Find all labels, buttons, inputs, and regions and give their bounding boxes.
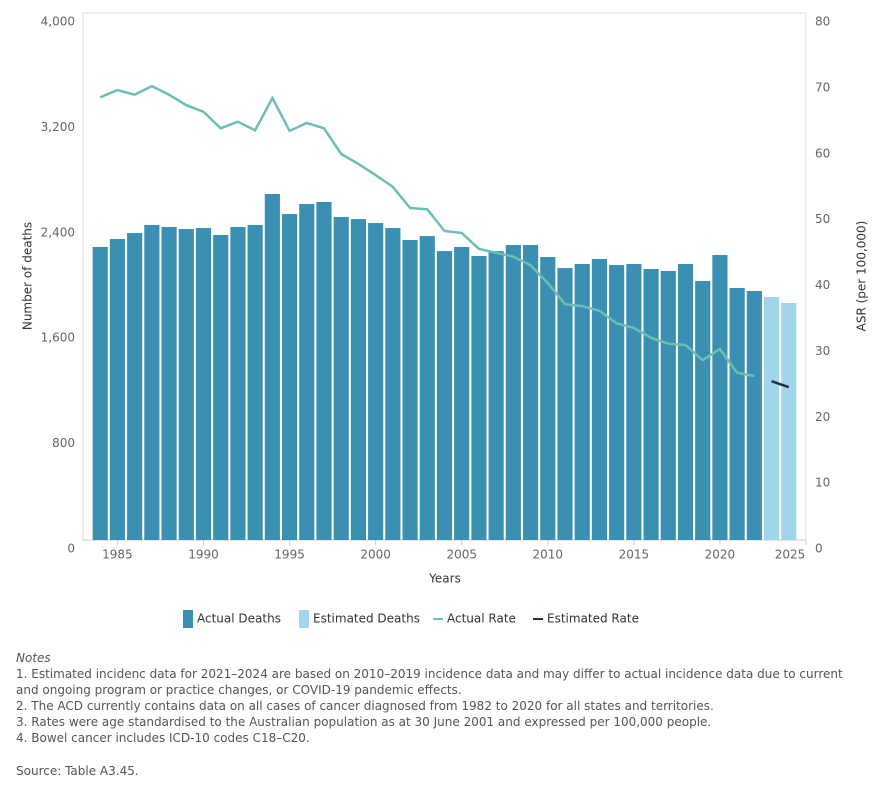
y-tick-label: 800: [52, 436, 75, 450]
chart: Years Number of deaths ASR (per 100,000)…: [21, 12, 869, 628]
bar: [92, 246, 108, 540]
bar: [195, 228, 212, 541]
line: [99, 84, 755, 378]
y2-tick-label: 30: [815, 344, 830, 358]
bar: [385, 228, 401, 541]
bar: [109, 238, 126, 541]
note: 2. The ACD currently contains data on al…: [16, 699, 714, 713]
bar: [540, 257, 556, 540]
y-tick-label: 3,200: [41, 120, 75, 134]
x-tick-label: 2015: [619, 548, 650, 562]
x-tick-label: 2020: [705, 548, 736, 562]
bar: [419, 236, 435, 541]
bar: [695, 280, 711, 540]
bar: [144, 224, 160, 540]
bar: [454, 246, 470, 540]
bar: [781, 302, 797, 540]
y2-tick-label: 20: [815, 410, 830, 424]
note: 3. Rates were age standardised to the Au…: [16, 715, 712, 729]
bar: [299, 204, 315, 540]
bar: [350, 219, 367, 540]
bar: [591, 258, 608, 540]
legend-label: Estimated Rate: [547, 612, 639, 626]
note: 4. Bowel cancer includes ICD-10 codes C1…: [16, 731, 310, 745]
x-tick-label: 1990: [188, 548, 219, 562]
bar: [213, 234, 229, 540]
bar: [161, 226, 177, 540]
bar: [746, 290, 762, 540]
bar: [677, 263, 694, 540]
notes-heading: Notes: [16, 651, 51, 665]
y2-tick-label: 10: [815, 476, 830, 490]
notes: Notes 1. Estimated incidenc data for 202…: [16, 650, 866, 746]
y-tick-label: 0: [67, 542, 75, 556]
bar: [626, 263, 642, 540]
bar: [316, 201, 332, 540]
legend-label: Actual Rate: [447, 612, 516, 626]
bar: [264, 194, 280, 540]
y-tick-label: 2,400: [41, 225, 75, 239]
bar: [402, 240, 418, 540]
x-tick-label: 1985: [102, 548, 133, 562]
legend-label: Estimated Deaths: [313, 612, 420, 626]
y-tick-label: 4,000: [41, 15, 75, 29]
bar: [574, 263, 590, 540]
y2-tick-label: 60: [815, 146, 830, 160]
bar: [247, 224, 263, 540]
y2-tick-label: 0: [815, 542, 823, 556]
bar: [505, 245, 521, 540]
bar: [712, 255, 728, 540]
bar: [178, 229, 194, 540]
note: 1. Estimated incidenc data for 2021–2024…: [16, 667, 843, 697]
y-tick-label: 1,600: [41, 331, 75, 345]
x-axis-title: Years: [428, 572, 461, 586]
bar: [729, 287, 745, 540]
y-axis-title: Number of deaths: [21, 222, 35, 330]
bar: [660, 270, 676, 540]
bar: [488, 251, 504, 540]
y2-tick-label: 70: [815, 80, 830, 94]
bar: [127, 233, 143, 540]
legend-label: Actual Deaths: [197, 612, 281, 626]
source: Source: Table A3.45.: [16, 764, 139, 778]
y2-tick-label: 40: [815, 278, 830, 292]
bar: [557, 268, 573, 540]
legend-swatch: [183, 610, 193, 628]
bar: [368, 223, 384, 540]
legend-swatch: [299, 610, 309, 628]
bar: [436, 251, 453, 540]
bar: [522, 245, 539, 540]
x-tick-label: 1995: [274, 548, 305, 562]
y2-tick-label: 50: [815, 212, 830, 226]
bar: [643, 268, 659, 540]
x-tick-label: 2025: [775, 548, 806, 562]
line: [771, 380, 790, 389]
x-tick-label: 2005: [446, 548, 477, 562]
y2-tick-label: 80: [815, 15, 830, 29]
bar: [609, 265, 625, 540]
bar: [471, 255, 487, 540]
bar: [230, 226, 246, 540]
bar: [281, 214, 298, 540]
bar: [333, 216, 349, 540]
x-tick-label: 2010: [533, 548, 564, 562]
y2-axis-title: ASR (per 100,000): [855, 221, 869, 332]
x-tick-label: 2000: [360, 548, 391, 562]
bar: [763, 297, 780, 540]
